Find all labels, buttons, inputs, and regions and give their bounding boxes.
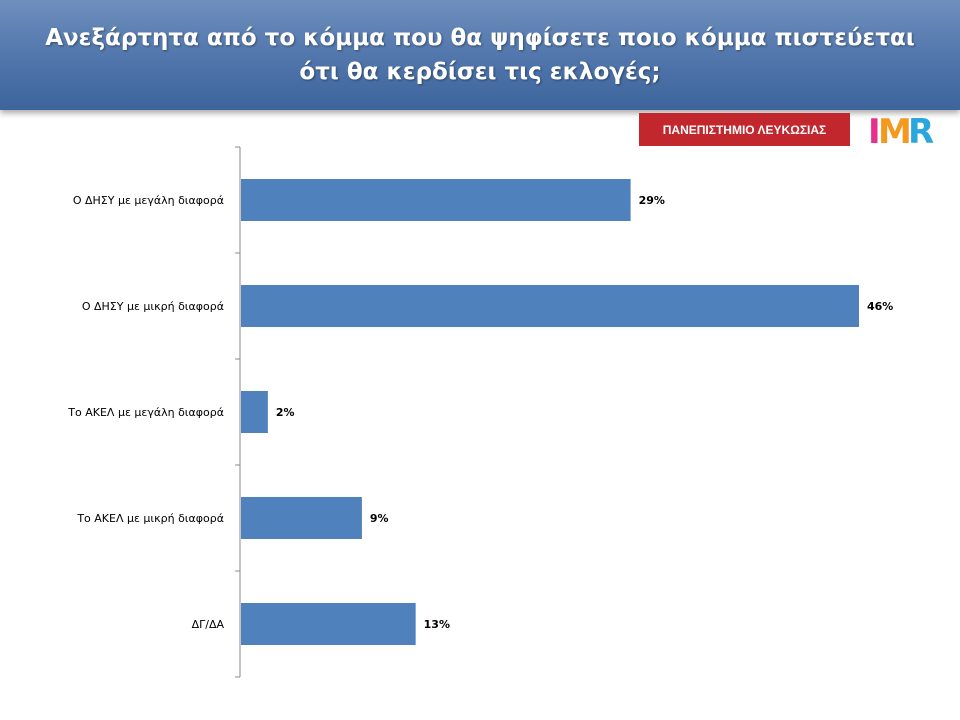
title-line-2: ότι θα κερδίσει τις εκλογές;: [299, 59, 661, 85]
data-label: 29%: [639, 194, 665, 207]
title-banner: Ανεξάρτητα από το κόμμα που θα ψηφίσετε …: [0, 0, 960, 110]
bar: [241, 497, 362, 539]
bar: [241, 391, 268, 433]
category-label: Ο ΔΗΣΥ με μεγάλη διαφορά: [73, 194, 224, 207]
category-label: ΔΓ/ΔΑ: [192, 618, 225, 631]
imr-logo: I M R: [868, 112, 934, 148]
university-logo: ΠΑΝΕΠΙΣΤΗΜΙΟ ΛΕΥΚΩΣΙΑΣ: [639, 113, 850, 146]
page-title: Ανεξάρτητα από το κόμμα που θα ψηφίσετε …: [40, 21, 920, 89]
data-label: 9%: [370, 512, 389, 525]
bar: [241, 285, 859, 327]
bar: [241, 179, 631, 221]
category-label: Το ΑΚΕΛ με μικρή διαφορά: [76, 512, 224, 525]
category-label: Το ΑΚΕΛ με μεγάλη διαφορά: [67, 406, 224, 419]
imr-logo-m: M: [878, 112, 912, 148]
category-label: Ο ΔΗΣΥ με μικρή διαφορά: [82, 300, 224, 313]
imr-logo-r: R: [908, 112, 934, 148]
bar: [241, 603, 416, 645]
data-label: 2%: [276, 406, 295, 419]
imr-logo-i: I: [868, 112, 881, 148]
university-logo-text: ΠΑΝΕΠΙΣΤΗΜΙΟ ΛΕΥΚΩΣΙΑΣ: [662, 122, 827, 137]
data-label: 13%: [424, 618, 450, 631]
title-line-1: Ανεξάρτητα από το κόμμα που θα ψηφίσετε …: [45, 25, 915, 51]
data-label: 46%: [867, 300, 893, 313]
